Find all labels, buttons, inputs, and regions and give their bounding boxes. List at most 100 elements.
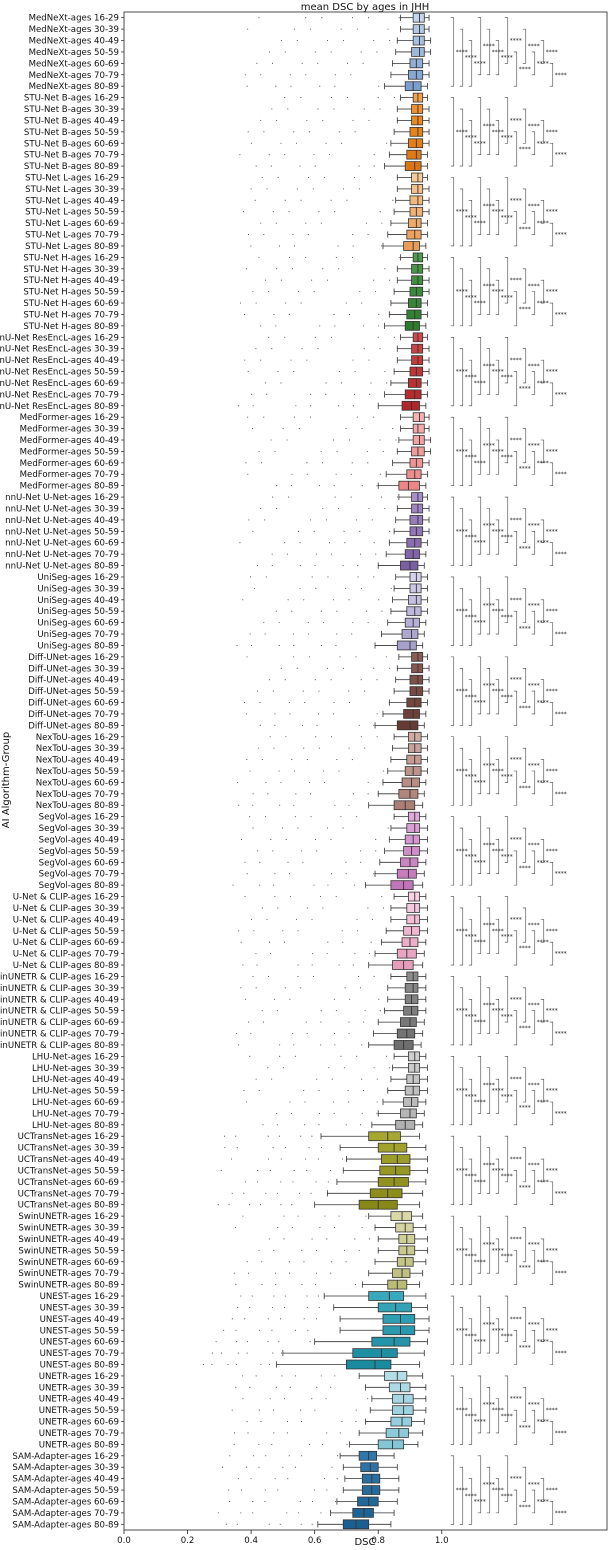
outlier-point [342, 39, 345, 42]
box-0-1 [247, 24, 430, 34]
outlier-point [311, 1500, 314, 1503]
significance-bracket [549, 382, 554, 407]
significance-stars: **** [537, 1099, 549, 1106]
significance-stars: **** [483, 123, 495, 130]
significance-stars: **** [510, 1316, 522, 1323]
outlier-point [365, 1215, 367, 1217]
box-3-3 [252, 286, 430, 297]
outlier-point [322, 907, 324, 909]
outlier-point [297, 530, 300, 532]
significance-stars: **** [465, 55, 477, 62]
significance-stars: **** [483, 1002, 495, 1009]
outlier-point [321, 1443, 323, 1445]
y-tick-label: SegVol-ages 70-79 [39, 870, 119, 880]
outlier-point [317, 1158, 319, 1160]
box-iqr [361, 1485, 381, 1495]
y-tick-label: SegVol-ages 16-29 [39, 813, 119, 823]
outlier-point [370, 382, 372, 384]
outlier-point [345, 302, 347, 304]
significance-stars: **** [519, 146, 531, 153]
outlier-point [331, 1466, 333, 1468]
significance-stars: **** [501, 214, 513, 221]
outlier-point [276, 1192, 278, 1194]
box-iqr [407, 298, 422, 308]
significance-bracket [450, 976, 455, 1046]
significance-stars: **** [537, 779, 549, 786]
outlier-point [342, 565, 344, 567]
box-8-4 [244, 697, 428, 708]
significance-stars: **** [501, 933, 513, 940]
outlier-point [300, 199, 302, 201]
outlier-point [255, 1375, 257, 1377]
outlier-point [311, 279, 313, 281]
outlier-point [243, 1090, 245, 1092]
significance-bracket [513, 51, 518, 87]
significance-stars: **** [555, 711, 567, 718]
y-tick-label: nnU-Net ResEncL-ages 30-39 [0, 345, 119, 355]
significance-stars: **** [456, 1407, 468, 1414]
outlier-point [376, 679, 378, 681]
significance-stars: **** [465, 135, 477, 142]
outlier-point [247, 131, 249, 133]
outlier-point [262, 1021, 264, 1023]
outlier-point [264, 1489, 266, 1491]
outlier-point [308, 656, 311, 658]
outlier-point [267, 1135, 269, 1137]
outlier-point [304, 1101, 306, 1103]
outlier-point [320, 1375, 322, 1377]
outlier-point [250, 1032, 252, 1035]
outlier-point [293, 1044, 295, 1046]
outlier-point [306, 1169, 308, 1172]
outlier-point [384, 507, 386, 510]
outlier-point [242, 1375, 244, 1377]
outlier-point [275, 1284, 277, 1286]
outlier-point [273, 1295, 275, 1297]
outlier-point [275, 85, 277, 87]
outlier-point [316, 850, 318, 852]
outlier-point [359, 553, 362, 555]
box-iqr [396, 868, 417, 879]
outlier-point [260, 1363, 262, 1366]
box-iqr [407, 1051, 420, 1062]
box-iqr [411, 652, 424, 662]
box-7-1 [253, 583, 428, 594]
box-iqr [406, 971, 419, 982]
significance-stars: **** [501, 534, 513, 541]
significance-stars: **** [456, 369, 468, 376]
outlier-point [354, 176, 356, 179]
outlier-point [354, 1238, 356, 1240]
significance-bracket [549, 542, 554, 566]
y-tick-label: UNETR-ages 60-69 [39, 1418, 119, 1428]
significance-stars: **** [519, 66, 531, 73]
significance-bracket [468, 1238, 473, 1285]
significance-stars: **** [528, 603, 540, 610]
significance-stars: **** [492, 688, 504, 695]
outlier-point [317, 108, 319, 110]
significance-bracket [495, 759, 500, 795]
outlier-point [305, 1158, 307, 1160]
outlier-point [359, 530, 361, 532]
significance-bracket [513, 610, 518, 646]
outlier-point [296, 39, 298, 42]
y-tick-label: MedFormer-ages 80-89 [20, 482, 119, 492]
outlier-point [367, 907, 369, 909]
outlier-point [302, 861, 304, 863]
box-1-2 [260, 115, 430, 126]
y-tick-label: Diff-UNet-ages 70-79 [28, 710, 119, 720]
outlier-point [260, 74, 262, 76]
outlier-point [299, 542, 301, 544]
outlier-point [330, 336, 333, 338]
significance-bracket [549, 1501, 554, 1525]
outlier-point [246, 1261, 248, 1263]
outlier-point [267, 975, 270, 977]
outlier-point [297, 975, 299, 977]
outlier-point [314, 679, 316, 681]
outlier-point [287, 861, 289, 863]
outlier-point [297, 930, 299, 932]
outlier-point [268, 1238, 270, 1240]
significance-bracket [450, 17, 455, 87]
outlier-point [239, 542, 241, 544]
outlier-point [322, 507, 324, 510]
box-8-0 [246, 652, 428, 662]
outlier-point [280, 1318, 282, 1320]
